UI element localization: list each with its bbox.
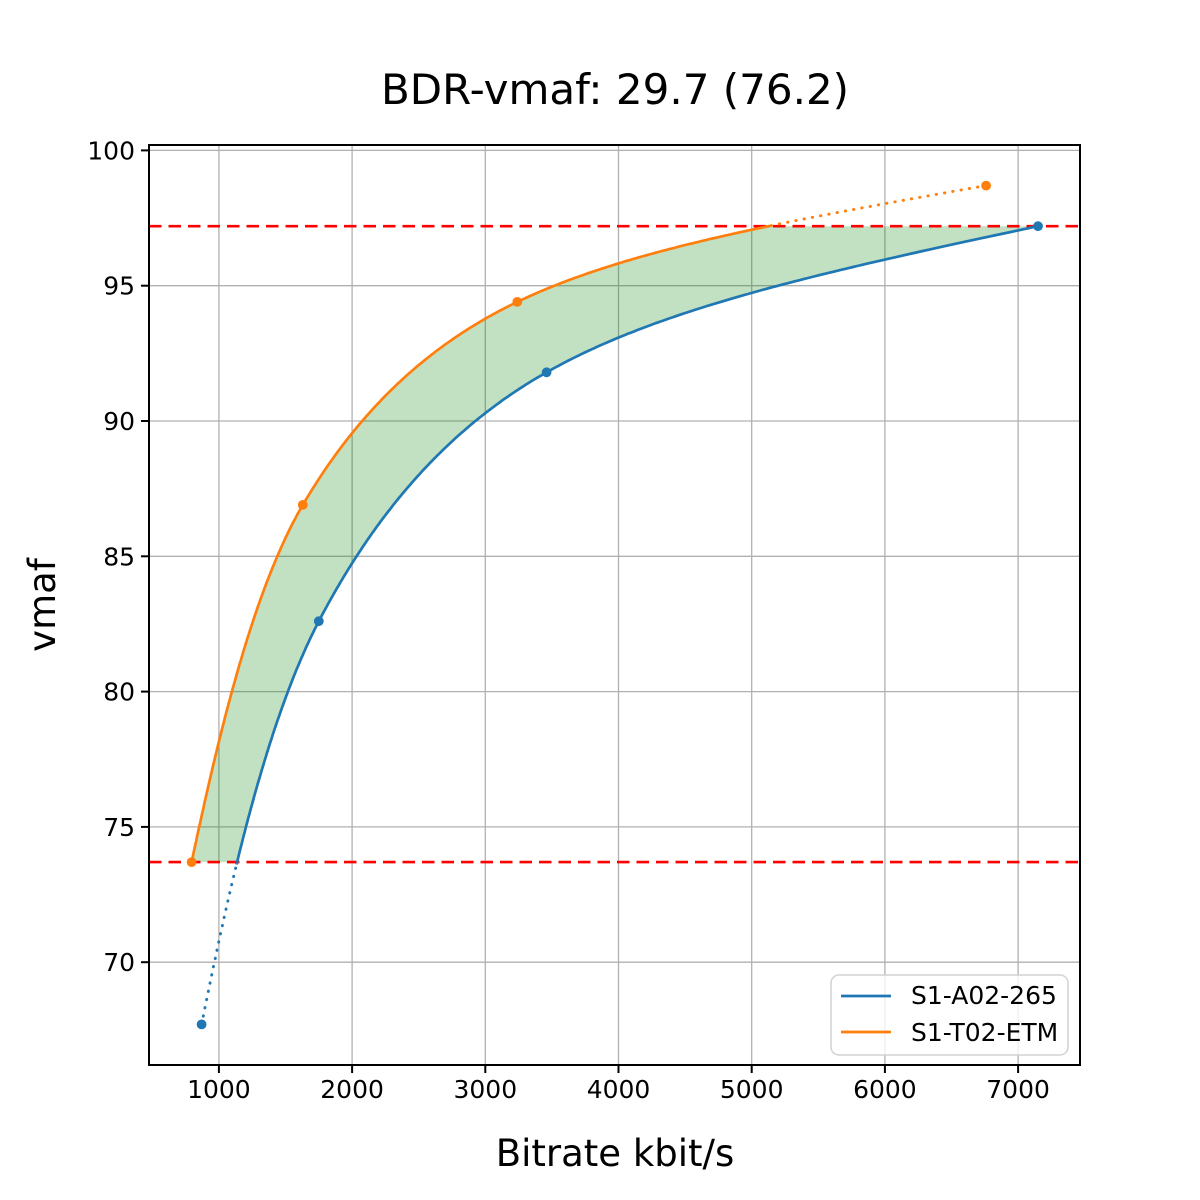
data-point-s1-t02-etm bbox=[186, 857, 197, 867]
fill-layer bbox=[191, 226, 1039, 863]
data-point-s1-t02-etm bbox=[512, 297, 523, 307]
data-point-s1-a02-265 bbox=[541, 367, 552, 378]
data-point-s1-a02-265 bbox=[196, 1019, 207, 1030]
x-tick-label: 6000 bbox=[853, 1075, 917, 1104]
y-tick-label: 100 bbox=[87, 136, 135, 165]
x-axis-label: Bitrate kbit/s bbox=[496, 1132, 735, 1175]
y-tick-label: 90 bbox=[103, 407, 135, 436]
y-tick-label: 85 bbox=[103, 542, 135, 571]
data-point-s1-t02-etm bbox=[297, 500, 308, 510]
grid-layer bbox=[149, 145, 1080, 1065]
y-tick-label: 70 bbox=[103, 948, 135, 977]
x-tick-label: 2000 bbox=[320, 1075, 384, 1104]
tick-layer: 1000 2000 3000 4000 5000 6000 7000 70 75 80 85 90 95… bbox=[87, 136, 1050, 1104]
chart-title: BDR-vmaf: 29.7 (76.2) bbox=[381, 65, 849, 114]
series-curve-s1-t02-etm bbox=[190, 224, 772, 863]
axes-layer bbox=[148, 144, 1081, 1066]
y-tick-label: 95 bbox=[103, 272, 135, 301]
data-point-s1-a02-265 bbox=[1033, 221, 1043, 232]
legend-label-s1-t02-etm: S1-T02-ETM bbox=[911, 1018, 1058, 1047]
data-point-s1-t02-etm bbox=[981, 180, 991, 191]
y-axis-label: vmaf bbox=[21, 557, 64, 652]
legend: S1-A02-265 S1-T02-ETM bbox=[830, 974, 1069, 1056]
x-tick-label: 7000 bbox=[986, 1075, 1050, 1104]
x-tick-label: 1000 bbox=[187, 1075, 251, 1104]
y-tick-label: 75 bbox=[103, 813, 135, 842]
legend-label-s1-a02-265: S1-A02-265 bbox=[911, 981, 1057, 1010]
series-curve-extrapolated-s1-t02-etm bbox=[769, 184, 988, 228]
plot-border bbox=[148, 144, 1081, 1066]
y-tick-label: 80 bbox=[103, 678, 135, 707]
x-tick-label: 5000 bbox=[720, 1075, 784, 1104]
series-curve-extrapolated-s1-a02-265 bbox=[200, 863, 238, 1026]
series-curve-s1-a02-265 bbox=[235, 224, 1039, 865]
series-layer bbox=[186, 180, 1043, 1030]
x-tick-label: 4000 bbox=[587, 1075, 651, 1104]
x-tick-label: 3000 bbox=[453, 1075, 517, 1104]
data-point-s1-a02-265 bbox=[313, 616, 324, 627]
bd-overlap-fill bbox=[191, 226, 1039, 863]
